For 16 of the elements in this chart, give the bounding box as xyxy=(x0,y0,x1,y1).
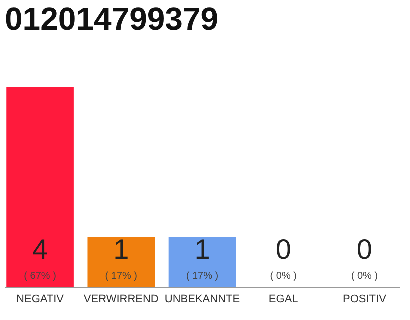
data-label: 4 xyxy=(32,234,48,265)
data-label: 1 xyxy=(114,234,130,265)
x-tick-label: NEGATIV xyxy=(16,294,65,306)
data-label: 1 xyxy=(194,234,210,265)
chart-title: 012014799379 xyxy=(5,1,219,37)
annotation: ( 0% ) xyxy=(270,271,297,282)
annotation: ( 17% ) xyxy=(186,271,219,282)
annotation: ( 17% ) xyxy=(105,271,138,282)
x-tick-label: POSITIV xyxy=(343,294,388,306)
annotation: ( 0% ) xyxy=(351,271,378,282)
x-tick-label: UNBEKANNTE xyxy=(164,294,240,306)
x-tick-label: VERWIRREND xyxy=(84,294,159,306)
x-tick-label: EGAL xyxy=(268,294,298,306)
data-label: 0 xyxy=(356,234,373,265)
data-label: 0 xyxy=(276,234,292,265)
annotation: ( 67% ) xyxy=(24,271,56,282)
